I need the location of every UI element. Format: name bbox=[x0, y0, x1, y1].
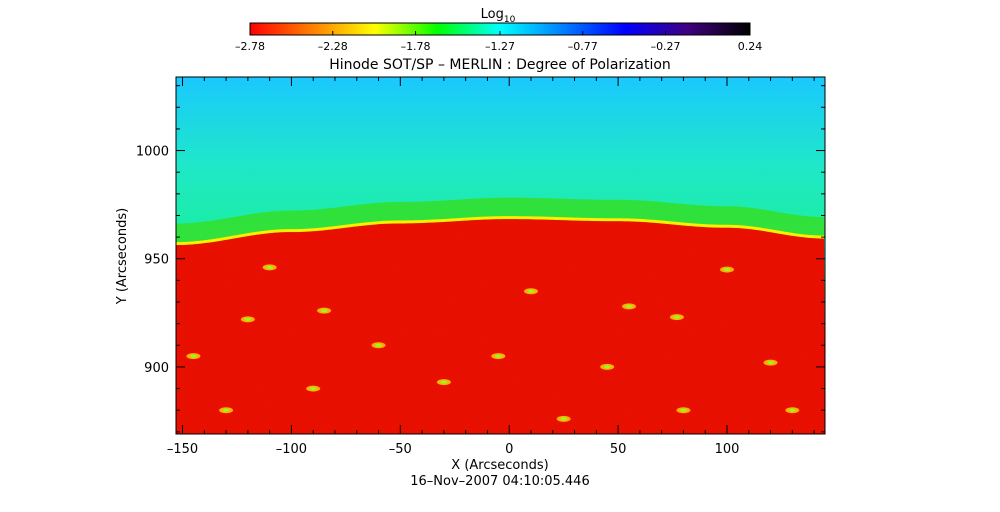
plot-frame bbox=[175, 76, 826, 435]
bright-patch-core bbox=[223, 408, 230, 412]
bright-patch-core bbox=[767, 361, 774, 365]
bright-patch-core bbox=[495, 354, 502, 358]
colorbar-tick-label: –0.27 bbox=[651, 40, 681, 53]
bright-patch-core bbox=[527, 289, 534, 293]
y-tick-label: 1000 bbox=[136, 145, 169, 160]
bright-patch-core bbox=[723, 268, 730, 272]
colorbar-tick-label: –1.27 bbox=[485, 40, 515, 53]
bright-patch-core bbox=[789, 408, 796, 412]
disk-texture bbox=[176, 219, 825, 434]
bright-patch-core bbox=[440, 380, 447, 384]
bright-patch-core bbox=[190, 354, 197, 358]
y-tick-label: 950 bbox=[144, 253, 169, 268]
x-tick-label: –50 bbox=[389, 442, 412, 457]
bright-patch-core bbox=[310, 387, 317, 391]
bright-patch-core bbox=[375, 343, 382, 347]
x-tick-label: –150 bbox=[167, 442, 198, 457]
timestamp: 16–Nov–2007 04:10:05.446 bbox=[410, 474, 589, 489]
y-tick-label: 900 bbox=[144, 361, 169, 376]
x-axis-label: X (Arcseconds) bbox=[451, 458, 548, 473]
x-tick-label: 0 bbox=[505, 442, 513, 457]
x-tick-label: 100 bbox=[715, 442, 740, 457]
colorbar-tick-label: –0.77 bbox=[568, 40, 598, 53]
colorbar: Log10 –2.78 –2.28 –1.78 –1.27 –0.77 –0.27 0.24 bbox=[235, 7, 762, 53]
y-axis-label: Y (Arcseconds) bbox=[115, 208, 130, 305]
chart-title: Hinode SOT/SP – MERLIN : Degree of Polar… bbox=[329, 57, 671, 73]
heatmap-image bbox=[176, 77, 825, 434]
bright-patch-core bbox=[604, 365, 611, 369]
bright-patch-core bbox=[321, 309, 328, 313]
colorbar-tick-label: 0.24 bbox=[738, 40, 763, 53]
x-tick-label: –100 bbox=[276, 442, 307, 457]
bright-patches bbox=[186, 264, 800, 422]
colorbar-ticks: –2.78 –2.28 –1.78 –1.27 –0.77 –0.27 0.24 bbox=[235, 31, 762, 53]
colorbar-tick-label: –2.78 bbox=[235, 40, 265, 53]
colorbar-label: Log10 bbox=[481, 7, 516, 25]
colorbar-tick-label: –2.28 bbox=[318, 40, 348, 53]
bright-patch-core bbox=[244, 317, 251, 321]
x-tick-label: 50 bbox=[610, 442, 627, 457]
bright-patch-core bbox=[266, 265, 273, 269]
axes-ticks: –150 –100 –50 0 50 100 900 950 1000 bbox=[136, 77, 825, 457]
bright-patch-core bbox=[680, 408, 687, 412]
limb-edge bbox=[176, 216, 825, 246]
bright-patch-core bbox=[560, 417, 567, 421]
bright-patch-core bbox=[673, 315, 680, 319]
colorbar-tick-label: –1.78 bbox=[401, 40, 431, 53]
bright-patch-core bbox=[625, 304, 632, 308]
